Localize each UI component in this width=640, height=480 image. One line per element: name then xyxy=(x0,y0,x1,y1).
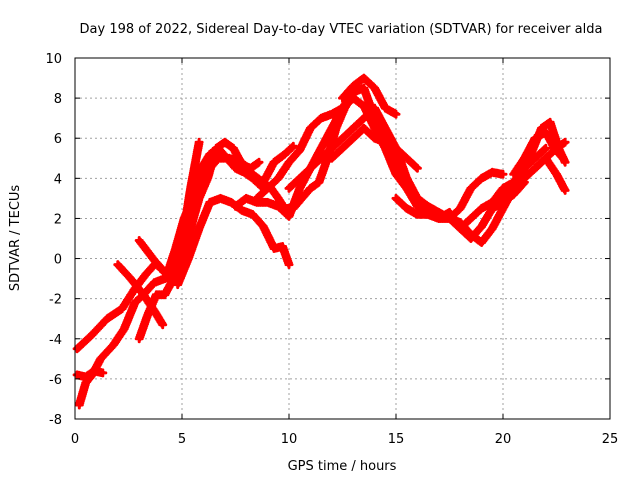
axis-ticks: 0 5 10 15 20 25 -8 -6 -4 -2 0 2 4 6 8 10 xyxy=(45,52,618,447)
x-tick-label: 10 xyxy=(281,432,298,447)
satellite-track-3-markers xyxy=(72,366,108,382)
y-tick-label: 10 xyxy=(45,52,62,67)
x-tick-label: 0 xyxy=(71,432,79,447)
satellite-track-12-markers xyxy=(327,123,422,173)
y-tick-label: -4 xyxy=(49,333,62,348)
x-tick-label: 15 xyxy=(388,432,405,447)
chart-title: Day 198 of 2022, Sidereal Day-to-day VTE… xyxy=(80,22,603,37)
y-tick-label: -8 xyxy=(49,413,62,428)
satellite-track-14-markers xyxy=(391,167,508,223)
satellite-track-11 xyxy=(284,103,570,247)
satellite-track-16 xyxy=(509,127,568,179)
y-tick-label: 4 xyxy=(54,172,62,187)
y-axis-label: SDTVAR / TECUs xyxy=(8,185,23,292)
satellite-track-13-markers xyxy=(338,73,401,119)
data-series xyxy=(72,73,570,410)
y-tick-label: -2 xyxy=(49,293,62,308)
x-tick-label: 25 xyxy=(602,432,619,447)
y-tick-label: -6 xyxy=(49,373,62,388)
x-tick-label: 20 xyxy=(495,432,512,447)
satellite-track-13 xyxy=(338,73,401,119)
y-tick-label: 0 xyxy=(54,253,62,268)
plot-frame xyxy=(74,57,611,420)
x-tick-label: 5 xyxy=(178,432,186,447)
satellite-track-17-markers xyxy=(530,153,570,195)
y-tick-label: 2 xyxy=(54,212,62,227)
satellite-track-12 xyxy=(327,123,422,173)
y-tick-label: 6 xyxy=(54,132,62,147)
satellite-track-3 xyxy=(72,366,108,382)
satellite-track-16-markers xyxy=(509,127,568,179)
satellite-track-14 xyxy=(391,167,508,223)
x-axis-label: GPS time / hours xyxy=(288,459,397,474)
satellite-track-11-markers xyxy=(284,103,570,247)
satellite-track-17 xyxy=(530,153,570,195)
y-tick-label: 8 xyxy=(54,92,62,107)
